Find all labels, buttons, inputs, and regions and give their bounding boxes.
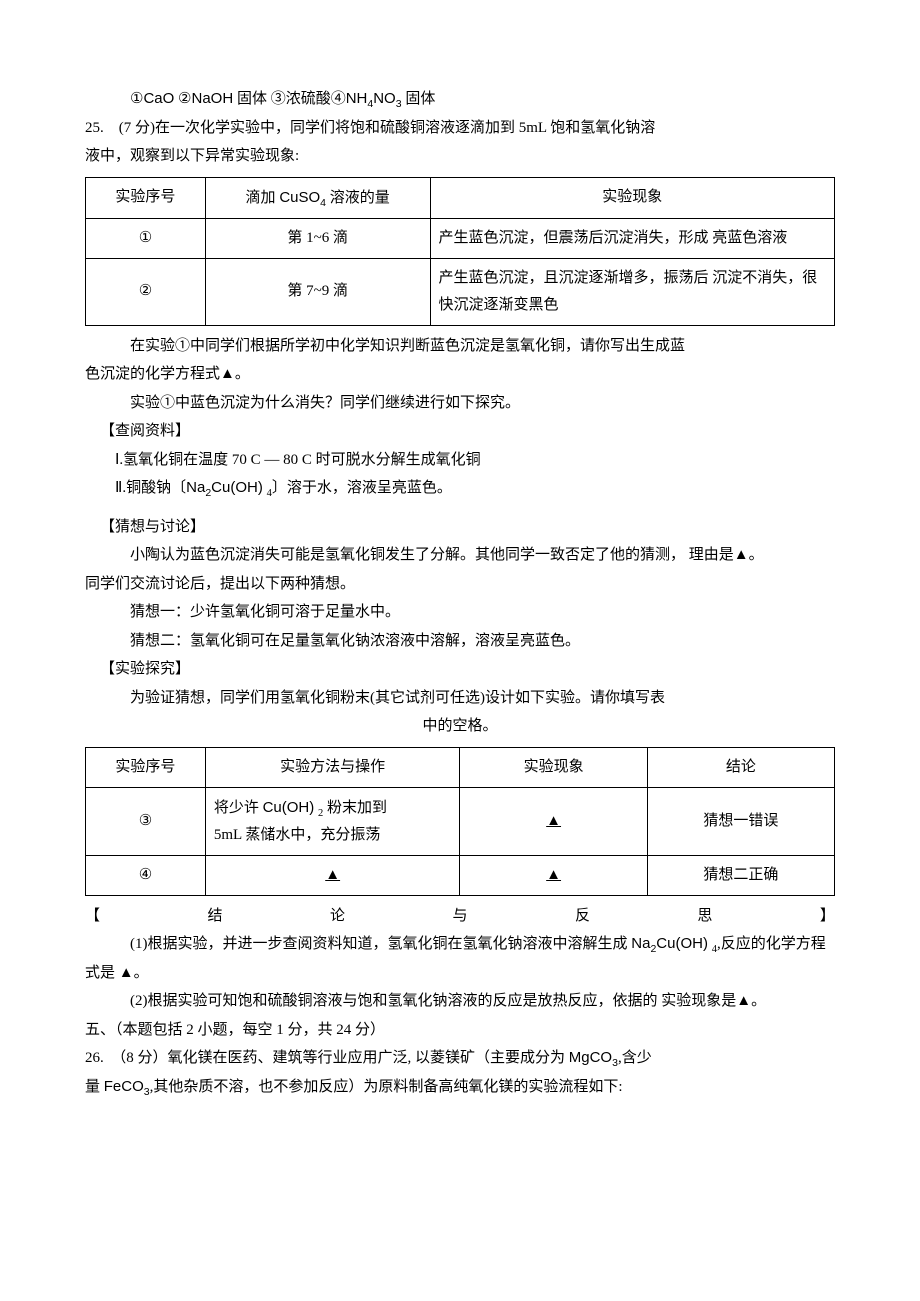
guess-p1: 小陶认为蓝色沉淀消失可能是氢氧化铜发生了分解。其他同学一致否定了他的猜测， 理由… (85, 541, 835, 570)
concl-char: 【 (85, 902, 100, 931)
p-after-t1-c: 实验①中蓝色沉淀为什么消失？同学们继续进行如下探究。 (85, 389, 835, 418)
t2-r2-phen: ▲ (460, 855, 647, 895)
t1-r1-no: ① (86, 218, 206, 258)
q24-options: ①CaO ②NaOH 固体 ③浓硫酸④NH4NO3 固体 (85, 85, 835, 114)
t2-r2-concl: 猜想二正确 (647, 855, 834, 895)
sec-exp-title: 【实验探究】 (85, 655, 835, 684)
exp-intro2: 中的空格。 (85, 712, 835, 741)
p-after-t1-b: 色沉淀的化学方程式▲。 (85, 360, 835, 389)
table-row: 实验序号 滴加 CuSO4 溶液的量 实验现象 (86, 177, 835, 218)
q25-header-cont: 液中，观察到以下异常实验现象: (85, 142, 835, 171)
table-row: ③ 将少许 Cu(OH) 2 粉末加到5mL 蒸储水中，充分振荡 ▲ 猜想一错误 (86, 787, 835, 855)
concl-1b: 式是 ▲。 (85, 959, 835, 988)
concl-1: (1)根据实验，并进一步查阅资料知道，氢氧化铜在氢氧化钠溶液中溶解生成 Na2C… (85, 930, 835, 959)
t2-h1: 实验序号 (86, 747, 206, 787)
t2-h3: 实验现象 (460, 747, 647, 787)
t1-h3: 实验现象 (430, 177, 834, 218)
t2-r1-phen: ▲ (460, 787, 647, 855)
sec-guess-title: 【猜想与讨论】 (85, 513, 835, 542)
guess-p1b: 同学们交流讨论后，提出以下两种猜想。 (85, 570, 835, 599)
t1-h2: 滴加 CuSO4 溶液的量 (205, 177, 430, 218)
table-row: ② 第 7~9 滴 产生蓝色沉淀，且沉淀逐渐增多，振荡后 沉淀不消失，很快沉淀逐… (86, 258, 835, 325)
t2-r2-no: ④ (86, 855, 206, 895)
concl-char: 论 (330, 902, 345, 931)
t2-r2-method: ▲ (205, 855, 460, 895)
t1-h1: 实验序号 (86, 177, 206, 218)
q26-b: 量 FeCO3,其他杂质不溶，也不参加反应）为原料制备高纯氧化镁的实验流程如下: (85, 1073, 835, 1102)
concl-2: (2)根据实验可知饱和硫酸铜溶液与饱和氢氧化钠溶液的反应是放热反应，依据的 实验… (85, 987, 835, 1016)
t1-r2-no: ② (86, 258, 206, 325)
sec5-header: 五、（本题包括 2 小题，每空 1 分，共 24 分） (85, 1016, 835, 1045)
concl-char: 思 (697, 902, 712, 931)
q24-options-text: ①CaO ②NaOH 固体 ③浓硫酸④NH4NO3 固体 (130, 91, 435, 107)
t2-r1-concl: 猜想一错误 (647, 787, 834, 855)
table-experiment-2: 实验序号 实验方法与操作 实验现象 结论 ③ 将少许 Cu(OH) 2 粉末加到… (85, 747, 835, 896)
t2-h4: 结论 (647, 747, 834, 787)
guess-g1: 猜想一：少许氢氧化铜可溶于足量水中。 (85, 598, 835, 627)
concl-char: 】 (820, 902, 835, 931)
t1-r2-amt: 第 7~9 滴 (205, 258, 430, 325)
t2-r1-method: 将少许 Cu(OH) 2 粉末加到5mL 蒸储水中，充分振荡 (205, 787, 460, 855)
concl-char: 结 (207, 902, 222, 931)
concl-char: 与 (452, 902, 467, 931)
concl-char: 反 (575, 902, 590, 931)
t2-h2: 实验方法与操作 (205, 747, 460, 787)
table-row: 实验序号 实验方法与操作 实验现象 结论 (86, 747, 835, 787)
t1-r2-phen: 产生蓝色沉淀，且沉淀逐渐增多，振荡后 沉淀不消失，很快沉淀逐渐变黑色 (430, 258, 834, 325)
q25-header: 25. (7 分)在一次化学实验中，同学们将饱和硫酸铜溶液逐滴加到 5mL 饱和… (85, 114, 835, 143)
table-row: ① 第 1~6 滴 产生蓝色沉淀，但震荡后沉淀消失，形成 亮蓝色溶液 (86, 218, 835, 258)
sec-resource-title: 【查阅资料】 (85, 417, 835, 446)
t2-r1-no: ③ (86, 787, 206, 855)
resource-i: Ⅰ.氢氧化铜在温度 70 C — 80 C 时可脱水分解生成氧化铜 (85, 446, 835, 475)
p-after-t1-a: 在实验①中同学们根据所学初中化学知识判断蓝色沉淀是氢氧化铜，请你写出生成蓝 (85, 332, 835, 361)
table-experiment-1: 实验序号 滴加 CuSO4 溶液的量 实验现象 ① 第 1~6 滴 产生蓝色沉淀… (85, 177, 835, 326)
exp-intro: 为验证猜想，同学们用氢氧化铜粉末(其它试剂可任选)设计如下实验。请你填写表 (85, 684, 835, 713)
resource-ii: Ⅱ.铜酸钠〔Na2Cu(OH) 4〕溶于水，溶液呈亮蓝色。 (85, 474, 835, 503)
guess-g2: 猜想二：氢氧化铜可在足量氢氧化钠浓溶液中溶解，溶液呈亮蓝色。 (85, 627, 835, 656)
q26-a: 26. （8 分）氧化镁在医药、建筑等行业应用广泛, 以菱镁矿（主要成分为 Mg… (85, 1044, 835, 1073)
t1-r1-amt: 第 1~6 滴 (205, 218, 430, 258)
sec-concl-title: 【 结 论 与 反 思 】 (85, 902, 835, 931)
table-row: ④ ▲ ▲ 猜想二正确 (86, 855, 835, 895)
t1-r1-phen: 产生蓝色沉淀，但震荡后沉淀消失，形成 亮蓝色溶液 (430, 218, 834, 258)
